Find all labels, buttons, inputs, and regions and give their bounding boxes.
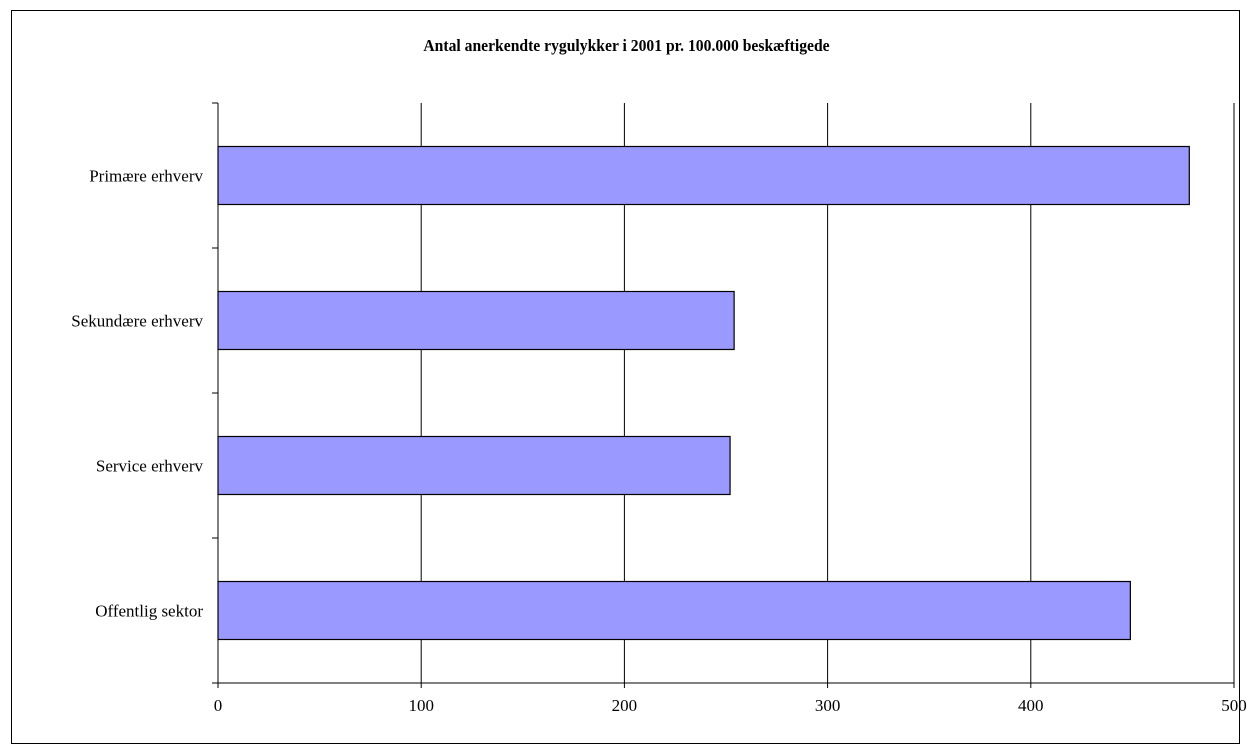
- bars: [217, 145, 1190, 641]
- bar: [217, 290, 735, 351]
- category-label: Sekundære erhverv: [71, 312, 203, 331]
- category-label: Primære erhverv: [89, 167, 203, 186]
- axes: [212, 102, 1235, 688]
- bar: [217, 580, 1131, 641]
- x-tick-label: 100: [408, 696, 434, 715]
- labels: 0 100 200 300 400 500 Primære erhverv Sekundære…: [71, 167, 1246, 716]
- x-tick-label: 200: [612, 696, 638, 715]
- bar: [217, 435, 731, 496]
- x-tick-label: 300: [815, 696, 841, 715]
- category-label: Service erhverv: [96, 457, 204, 476]
- x-tick-label: 500: [1221, 696, 1247, 715]
- x-tick-label: 400: [1018, 696, 1044, 715]
- bar: [217, 145, 1190, 206]
- chart-title: Antal anerkendte rygulykker i 2001 pr. 1…: [423, 36, 830, 55]
- category-label: Offentlig sektor: [95, 602, 203, 621]
- x-tick-label: 0: [214, 696, 223, 715]
